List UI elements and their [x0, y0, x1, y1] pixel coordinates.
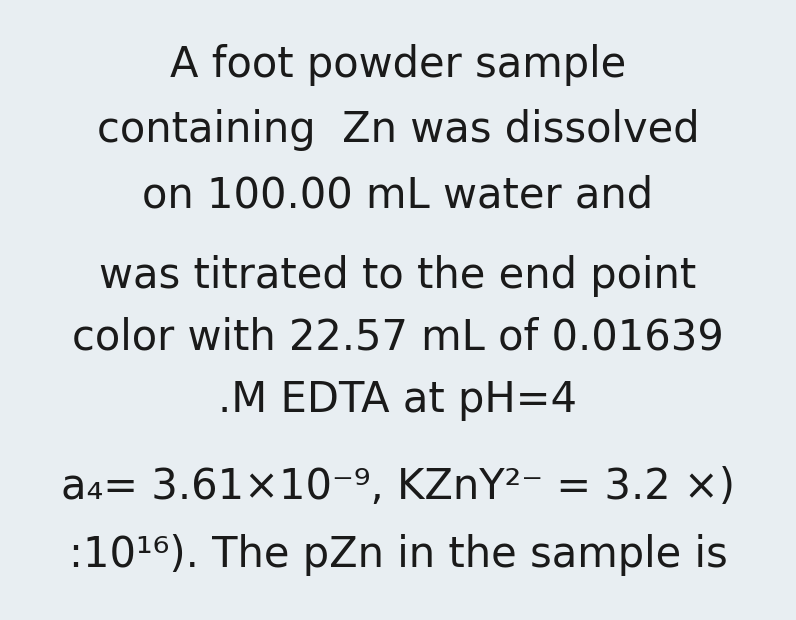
Text: color with 22.57 mL of 0.01639: color with 22.57 mL of 0.01639 [72, 317, 724, 359]
Text: :10¹⁶). The pZn in the sample is: :10¹⁶). The pZn in the sample is [68, 534, 728, 576]
Text: containing  Zn was dissolved: containing Zn was dissolved [96, 109, 700, 151]
Text: .M EDTA at pH=4: .M EDTA at pH=4 [218, 379, 578, 421]
Text: on 100.00 mL water and: on 100.00 mL water and [142, 174, 654, 216]
Text: was titrated to the end point: was titrated to the end point [100, 255, 696, 297]
Text: a₄= 3.61×10⁻⁹, KZnY²⁻ = 3.2 ×): a₄= 3.61×10⁻⁹, KZnY²⁻ = 3.2 ×) [61, 466, 735, 508]
Text: A foot powder sample: A foot powder sample [170, 44, 626, 86]
